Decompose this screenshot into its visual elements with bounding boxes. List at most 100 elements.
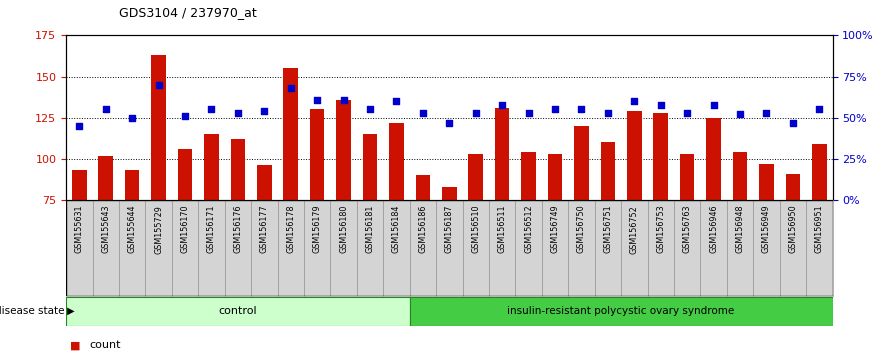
Bar xyxy=(198,200,225,296)
Bar xyxy=(495,108,509,200)
Bar xyxy=(786,174,800,200)
Text: GSM155643: GSM155643 xyxy=(101,205,110,253)
Point xyxy=(469,110,483,116)
Text: GSM156512: GSM156512 xyxy=(524,205,533,253)
Text: GSM156178: GSM156178 xyxy=(286,205,295,253)
Bar xyxy=(66,297,410,326)
Point xyxy=(257,108,271,114)
Bar xyxy=(172,200,198,296)
Text: GSM156511: GSM156511 xyxy=(498,205,507,253)
Point xyxy=(125,115,139,120)
Bar xyxy=(225,200,251,296)
Point xyxy=(442,120,456,125)
Bar xyxy=(330,200,357,296)
Text: GSM156187: GSM156187 xyxy=(445,205,454,253)
Bar xyxy=(145,200,172,296)
Point xyxy=(363,107,377,112)
Bar xyxy=(337,99,351,200)
Text: GSM156948: GSM156948 xyxy=(736,205,744,253)
Bar xyxy=(363,134,377,200)
Text: GSM156176: GSM156176 xyxy=(233,205,242,253)
Bar xyxy=(753,200,780,296)
Bar xyxy=(648,200,674,296)
Bar xyxy=(522,152,536,200)
Bar xyxy=(410,200,436,296)
Point xyxy=(152,82,166,88)
Point xyxy=(759,110,774,116)
Bar xyxy=(304,200,330,296)
Point xyxy=(99,107,113,112)
Bar xyxy=(125,170,139,200)
Text: insulin-resistant polycystic ovary syndrome: insulin-resistant polycystic ovary syndr… xyxy=(507,306,735,316)
Bar xyxy=(780,200,806,296)
Text: GSM156510: GSM156510 xyxy=(471,205,480,253)
Point xyxy=(204,107,218,112)
Text: GSM156184: GSM156184 xyxy=(392,205,401,253)
Bar xyxy=(389,122,403,200)
Point xyxy=(310,97,324,102)
Bar xyxy=(700,200,727,296)
Bar xyxy=(515,200,542,296)
Point xyxy=(627,98,641,104)
Text: GSM156180: GSM156180 xyxy=(339,205,348,253)
Point xyxy=(601,110,615,116)
Bar xyxy=(72,170,86,200)
Text: GSM156951: GSM156951 xyxy=(815,205,824,253)
Point xyxy=(574,107,589,112)
Bar xyxy=(251,200,278,296)
Bar xyxy=(416,175,430,200)
Point xyxy=(733,112,747,117)
Bar xyxy=(231,139,245,200)
Text: GSM155729: GSM155729 xyxy=(154,205,163,254)
Point xyxy=(680,110,694,116)
Bar xyxy=(204,134,218,200)
Bar xyxy=(733,152,747,200)
Text: GSM156186: GSM156186 xyxy=(418,205,427,253)
Bar xyxy=(310,109,324,200)
Bar xyxy=(574,126,589,200)
Bar xyxy=(489,200,515,296)
Bar xyxy=(548,154,562,200)
Text: GSM156950: GSM156950 xyxy=(788,205,797,253)
Bar xyxy=(680,154,694,200)
Bar xyxy=(99,155,113,200)
Text: GSM156752: GSM156752 xyxy=(630,205,639,253)
Point xyxy=(522,110,536,116)
Point xyxy=(337,97,351,102)
Text: control: control xyxy=(218,306,257,316)
Bar xyxy=(66,200,93,296)
Text: disease state: disease state xyxy=(0,306,64,316)
Text: GSM156750: GSM156750 xyxy=(577,205,586,253)
Text: GSM156749: GSM156749 xyxy=(551,205,559,253)
Text: GSM156171: GSM156171 xyxy=(207,205,216,253)
Bar xyxy=(627,111,641,200)
Point xyxy=(284,85,298,91)
Bar xyxy=(119,200,145,296)
Bar xyxy=(621,200,648,296)
Text: GSM156181: GSM156181 xyxy=(366,205,374,253)
Bar xyxy=(759,164,774,200)
Bar xyxy=(278,200,304,296)
Point xyxy=(495,102,509,107)
Text: GSM156177: GSM156177 xyxy=(260,205,269,253)
Text: count: count xyxy=(90,340,122,350)
Point xyxy=(812,107,826,112)
Text: GSM156751: GSM156751 xyxy=(603,205,612,253)
Point xyxy=(416,110,430,116)
Bar xyxy=(469,154,483,200)
Bar xyxy=(410,297,833,326)
Bar xyxy=(542,200,568,296)
Bar xyxy=(178,149,192,200)
Text: GSM156949: GSM156949 xyxy=(762,205,771,253)
Point xyxy=(654,102,668,107)
Text: GSM155644: GSM155644 xyxy=(128,205,137,253)
Point xyxy=(178,113,192,119)
Text: GSM156946: GSM156946 xyxy=(709,205,718,253)
Point xyxy=(231,110,245,116)
Text: GSM156170: GSM156170 xyxy=(181,205,189,253)
Bar xyxy=(595,200,621,296)
Bar xyxy=(93,200,119,296)
Bar xyxy=(674,200,700,296)
Point xyxy=(389,98,403,104)
Bar xyxy=(707,118,721,200)
